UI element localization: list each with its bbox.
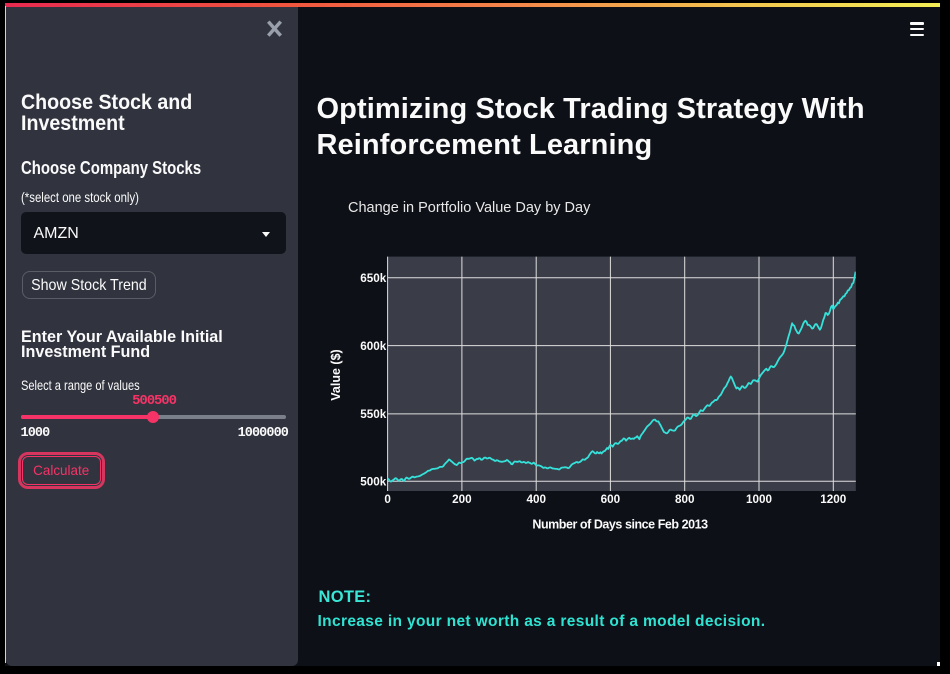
svg-text:1000: 1000 <box>746 493 773 506</box>
svg-text:1200: 1200 <box>820 493 847 506</box>
svg-text:600k: 600k <box>360 340 387 353</box>
svg-text:Value ($): Value ($) <box>329 349 343 400</box>
svg-text:650k: 650k <box>360 272 387 285</box>
svg-text:Number of Days since Feb 2013: Number of Days since Feb 2013 <box>532 518 708 532</box>
svg-text:550k: 550k <box>360 408 387 421</box>
svg-text:200: 200 <box>452 493 472 506</box>
svg-text:400: 400 <box>526 493 546 506</box>
svg-text:800: 800 <box>675 493 695 506</box>
svg-text:600: 600 <box>601 493 621 506</box>
svg-text:0: 0 <box>384 493 391 506</box>
svg-text:500k: 500k <box>360 476 387 489</box>
